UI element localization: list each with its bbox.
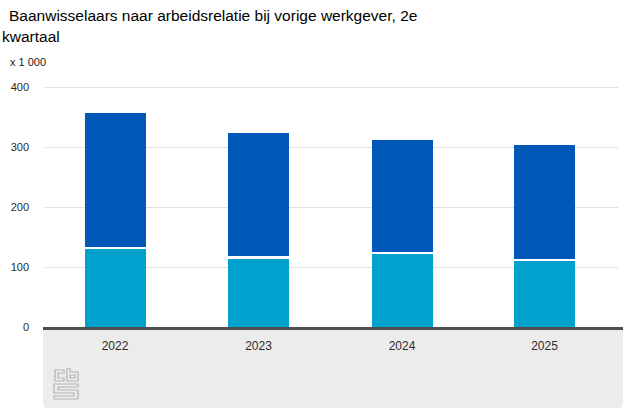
x-tick-label-2023: 2023	[224, 339, 294, 353]
unit-label: x 1 000	[10, 56, 46, 68]
y-tick-label-300: 300	[0, 141, 29, 154]
bar-segment-dark-2022[interactable]	[85, 113, 146, 249]
y-tick-label-100: 100	[0, 261, 29, 274]
cbs-logo	[53, 368, 80, 401]
x-tick-label-2024: 2024	[367, 339, 437, 353]
cbs-logo-letter-s	[54, 384, 78, 399]
bar-segment-light-2024[interactable]	[372, 254, 433, 327]
y-tick-label-400: 400	[0, 81, 29, 94]
bar-segment-light-2025[interactable]	[514, 261, 575, 328]
chart-title-line2: kwartaal	[1, 26, 417, 47]
bar-segment-light-2023[interactable]	[228, 259, 289, 328]
chart-title-line1: Baanwisselaars naar arbeidsrelatie bij v…	[1, 5, 417, 26]
y-tick-label-200: 200	[0, 201, 29, 214]
x-axis-line	[43, 327, 623, 330]
cbs-logo-letter-c	[55, 370, 64, 381]
chart-container: Baanwisselaars naar arbeidsrelatie bij v…	[0, 0, 626, 417]
bar-segment-dark-2025[interactable]	[514, 145, 575, 261]
cbs-logo-letter-b-counter	[70, 375, 75, 378]
bar-segment-dark-2024[interactable]	[372, 140, 433, 255]
bar-segment-light-2022[interactable]	[85, 249, 146, 328]
x-tick-label-2025: 2025	[510, 339, 580, 353]
y-gridline-400	[45, 87, 618, 88]
y-tick-label-0: 0	[0, 321, 29, 334]
bar-segment-dark-2023[interactable]	[228, 133, 289, 258]
chart-title: Baanwisselaars naar arbeidsrelatie bij v…	[1, 5, 417, 47]
x-tick-label-2022: 2022	[80, 339, 150, 353]
